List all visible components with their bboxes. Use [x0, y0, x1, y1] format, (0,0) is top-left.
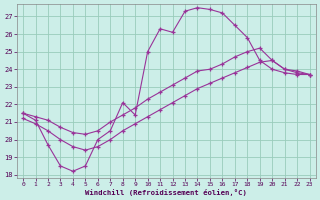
- X-axis label: Windchill (Refroidissement éolien,°C): Windchill (Refroidissement éolien,°C): [85, 189, 247, 196]
